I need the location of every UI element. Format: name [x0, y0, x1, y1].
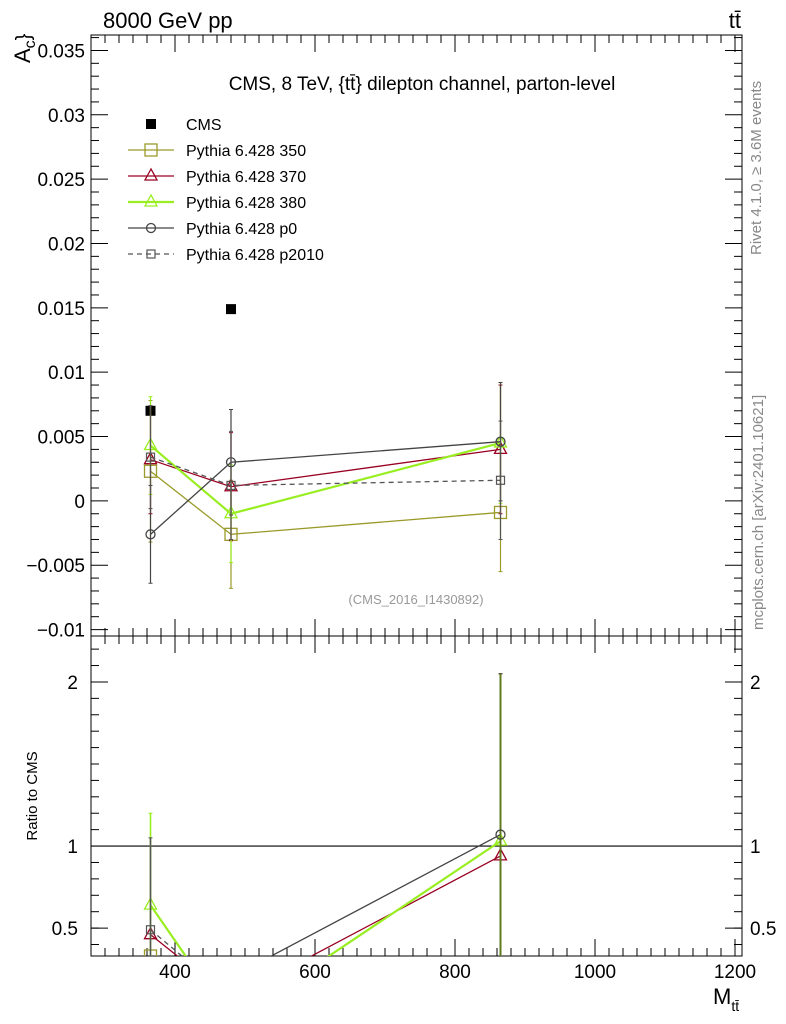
bottom-axis-ticks: 400 600 800 1000 1200 0.5 0.5 1 1 2 2 [52, 636, 776, 983]
ratio-line [269, 833, 501, 956]
top-axis-ticks: −0.01 −0.005 0 0.005 0.01 0.015 0.02 0.025 0.03 0… [26, 35, 742, 642]
legend-marker [143, 193, 159, 207]
series-line [150, 456, 501, 487]
rivet-version-label: Rivet 4.1.0, ≥ 3.6M events [748, 81, 765, 255]
ratio-point [225, 992, 237, 1003]
series-line [150, 470, 501, 536]
series-pythia-6-428-370 [143, 384, 508, 542]
ratio-point [227, 973, 236, 982]
series-pythia-6-428-380 [143, 381, 508, 564]
header-left-label: 8000 GeV pp [103, 8, 233, 33]
bottom-y-axis-label: Ratio to CMS [24, 751, 41, 840]
series-pythia-6-428-p2010 [145, 405, 506, 540]
top-y-tick-label: 0.02 [48, 234, 85, 255]
legend-label: Pythia 6.428 370 [186, 169, 306, 186]
legend-label: Pythia 6.428 p2010 [186, 247, 324, 264]
data-point [145, 452, 156, 462]
x-axis-label: Mtt̄ [713, 984, 739, 1014]
ratio-point [145, 925, 156, 935]
top-y-tick-label: −0.01 [37, 621, 85, 642]
bottom-y-tick-label-right: 2 [750, 673, 761, 694]
mcplots-credit-label: mcplots.cern.ch [arXiv:2401.10621] [750, 395, 767, 630]
legend-entry: Pythia 6.428 350 [128, 143, 306, 160]
series-cms [145, 304, 236, 416]
top-y-tick-label: 0.015 [37, 299, 85, 320]
analysis-watermark: (CMS_2016_I1430892) [348, 592, 483, 607]
top-y-tick-label: −0.005 [26, 556, 85, 577]
legend-label: Pythia 6.428 p0 [186, 221, 297, 238]
ratio-point [227, 993, 235, 1001]
legend: CMS Pythia 6.428 350 Pythia 6.428 370 Pythi… [128, 117, 324, 264]
data-point [226, 304, 236, 315]
bottom-y-tick-label: 1 [67, 837, 78, 858]
data-point [145, 529, 156, 540]
data-point [495, 475, 506, 485]
top-y-tick-label: 0.035 [37, 41, 85, 62]
legend-entry: CMS [146, 117, 222, 134]
ratio-point [225, 1015, 237, 1024]
legend-entry: Pythia 6.428 p0 [128, 221, 297, 238]
data-point [226, 480, 236, 491]
top-y-tick-label: 0.01 [48, 363, 85, 384]
top-y-axis-label: Ac} [10, 33, 39, 63]
x-tick-label: 1200 [714, 962, 756, 983]
legend-marker [143, 167, 159, 181]
legend-marker [146, 119, 156, 129]
top-y-tick-label: 0.005 [37, 428, 85, 449]
header-right-label: tt̄ [729, 8, 741, 33]
ratio-line [150, 855, 501, 956]
bottom-y-tick-label: 2 [67, 673, 78, 694]
x-tick-label: 1000 [574, 962, 616, 983]
legend-marker [144, 143, 158, 157]
legend-marker [145, 222, 157, 234]
top-y-tick-label: 0 [74, 492, 85, 513]
ratio-point [497, 968, 505, 976]
bottom-y-tick-label-right: 0.5 [750, 919, 776, 940]
series-pythia-6-428-350 [143, 399, 508, 589]
series-pythia-6-428-p0 [145, 381, 506, 584]
ratio-point [495, 829, 506, 840]
legend-marker [146, 249, 156, 259]
top-y-tick-label: 0.025 [37, 170, 85, 191]
legend-entry: Pythia 6.428 380 [128, 193, 306, 212]
top-y-tick-label: 0.03 [48, 106, 85, 127]
ratio-pythia-6-428-p0 [227, 673, 506, 982]
top-data-layer [143, 304, 508, 589]
series-line [149, 441, 501, 515]
legend-label: Pythia 6.428 350 [186, 143, 306, 160]
x-tick-label: 800 [439, 962, 471, 983]
legend-entry: Pythia 6.428 370 [128, 167, 306, 186]
legend-entry: Pythia 6.428 p2010 [128, 247, 324, 264]
x-tick-label: 600 [299, 962, 331, 983]
bottom-y-tick-label-right: 1 [750, 837, 761, 858]
bottom-data-layer [91, 673, 742, 1024]
bottom-panel-frame [90, 635, 743, 957]
top-chart-title: CMS, 8 TeV, {tt̄} dilepton channel, part… [229, 74, 616, 95]
legend-label: Pythia 6.428 380 [186, 195, 306, 212]
ratio-pythia-6-428-p2010 [145, 837, 505, 1001]
ratio-line [149, 840, 502, 956]
bottom-y-tick-label: 0.5 [52, 919, 78, 940]
legend-label: CMS [186, 117, 222, 134]
x-tick-label: 400 [159, 962, 191, 983]
